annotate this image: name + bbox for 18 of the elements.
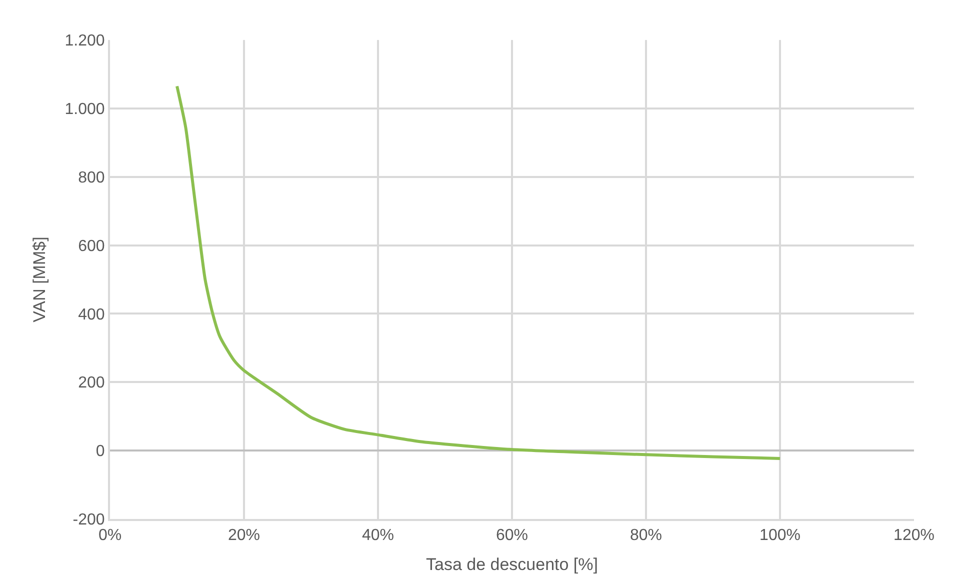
y-tick-label: 400 xyxy=(78,306,105,324)
x-tick-label: 120% xyxy=(894,527,934,544)
y-tick-label: 1.200 xyxy=(64,32,105,50)
y-tick-label: 0 xyxy=(96,443,105,460)
y-tick-label: 200 xyxy=(78,374,105,392)
x-tick-label: 80% xyxy=(630,527,662,544)
y-tick-label: -200 xyxy=(72,512,105,529)
x-tick-label: 0% xyxy=(98,527,122,544)
x-tick-label: 40% xyxy=(362,527,394,544)
y-tick-label: 800 xyxy=(78,169,105,186)
x-tick-label: 60% xyxy=(496,527,528,544)
y-tick-label: 1.000 xyxy=(64,101,105,118)
x-axis-title: Tasa de descuento [%] xyxy=(426,555,598,574)
y-tick-label: 600 xyxy=(78,238,105,255)
y-axis-title: VAN [MM$] xyxy=(30,236,49,322)
x-tick-label: 20% xyxy=(228,527,260,544)
x-tick-label: 100% xyxy=(760,527,800,544)
line-series xyxy=(176,84,782,460)
